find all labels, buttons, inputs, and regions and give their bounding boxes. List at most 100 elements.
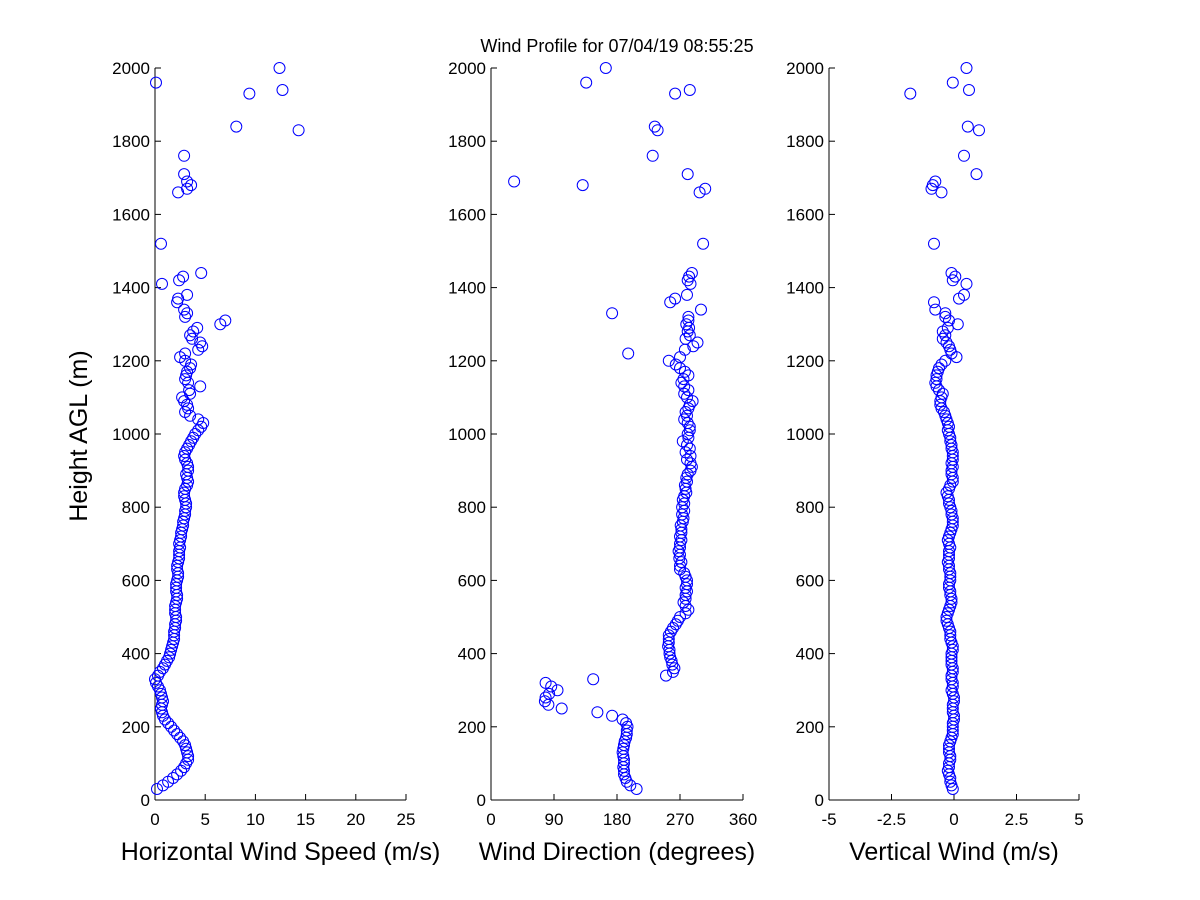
chart-title: Wind Profile for 07/04/19 08:55:25 — [480, 36, 753, 56]
data-point — [177, 270, 190, 283]
data-point — [948, 695, 960, 708]
data-point — [943, 314, 955, 327]
data-point — [591, 706, 604, 719]
y-tick-label: 1600 — [786, 205, 824, 224]
data-point — [230, 120, 243, 133]
y-tick-label: 1200 — [448, 352, 486, 371]
data-point — [662, 354, 675, 367]
data-point — [926, 179, 939, 192]
data-point — [174, 731, 187, 744]
x-tick-label: 5 — [200, 810, 209, 829]
data-point — [684, 457, 697, 470]
data-point — [960, 277, 973, 290]
data-point — [617, 742, 630, 755]
data-point — [606, 709, 619, 722]
y-tick-label: 800 — [796, 498, 824, 517]
data-point — [181, 175, 194, 188]
data-point — [938, 406, 950, 418]
data-point — [691, 336, 704, 349]
data-point — [539, 691, 552, 704]
data-point — [928, 237, 940, 250]
data-point — [681, 391, 693, 404]
x-axis-label-wind-direction: Wind Direction (degrees) — [479, 838, 756, 866]
data-point — [681, 578, 693, 591]
data-point — [681, 475, 693, 488]
data-point — [273, 62, 286, 74]
data-point — [183, 384, 196, 397]
data-point — [943, 340, 955, 353]
data-point — [178, 490, 191, 503]
data-point — [936, 332, 949, 345]
data-point — [618, 739, 630, 752]
data-point — [669, 618, 682, 631]
data-point — [508, 175, 521, 188]
data-point — [191, 321, 204, 334]
data-point — [194, 380, 207, 393]
data-point — [276, 84, 289, 96]
data-point — [961, 120, 974, 133]
data-point — [687, 340, 700, 353]
x-tick-label: 5 — [1074, 810, 1083, 829]
data-point — [156, 277, 168, 290]
data-point — [944, 629, 957, 642]
data-point — [669, 358, 682, 371]
y-tick-label: 400 — [458, 645, 486, 664]
data-point — [538, 695, 551, 708]
data-point — [946, 76, 959, 89]
x-axis-label-vertical-wind: Vertical Wind (m/s) — [849, 838, 1059, 866]
x-tick-label: 2.5 — [1005, 810, 1029, 829]
data-point — [243, 87, 256, 100]
y-tick-label: 1600 — [112, 205, 150, 224]
data-point — [543, 687, 556, 700]
data-point — [681, 453, 693, 466]
data-point — [973, 124, 985, 137]
data-point — [678, 479, 691, 492]
data-point — [683, 424, 696, 437]
data-point — [930, 373, 943, 386]
data-point — [679, 332, 692, 345]
x-tick-label: -2.5 — [877, 810, 906, 829]
data-point — [185, 435, 198, 448]
data-point — [970, 168, 983, 181]
y-tick-label: 1200 — [786, 352, 824, 371]
data-point — [943, 742, 955, 755]
x-tick-label: 20 — [346, 810, 365, 829]
data-point — [929, 303, 942, 316]
data-point — [678, 567, 691, 580]
data-point — [960, 62, 973, 74]
data-point — [599, 62, 612, 74]
data-point — [681, 168, 694, 181]
data-point — [662, 633, 675, 645]
data-point — [951, 318, 964, 331]
data-point — [168, 724, 181, 737]
data-point — [176, 391, 189, 404]
y-tick-label: 400 — [796, 645, 824, 664]
data-point — [219, 314, 232, 327]
data-point — [682, 369, 695, 382]
x-tick-label: -5 — [821, 810, 836, 829]
data-point — [622, 347, 635, 360]
y-tick-label: 2000 — [112, 59, 150, 78]
data-point — [685, 267, 698, 279]
data-point — [666, 658, 679, 671]
y-tick-label: 1800 — [786, 132, 824, 151]
y-tick-label: 1000 — [112, 425, 150, 444]
data-point — [682, 310, 695, 323]
data-point — [934, 398, 947, 411]
x-tick-label: 0 — [949, 810, 958, 829]
data-point — [181, 307, 194, 320]
data-point — [587, 673, 600, 686]
data-point — [646, 149, 659, 162]
data-point — [184, 329, 197, 342]
y-tick-label: 1000 — [448, 425, 486, 444]
data-point — [171, 728, 184, 741]
data-point — [616, 713, 629, 726]
x-tick-label: 10 — [246, 810, 265, 829]
y-tick-label: 1800 — [112, 132, 150, 151]
y-tick-label: 800 — [122, 498, 150, 517]
data-point — [695, 303, 707, 316]
data-point — [681, 468, 694, 481]
data-point — [683, 398, 696, 411]
data-point — [178, 303, 191, 316]
